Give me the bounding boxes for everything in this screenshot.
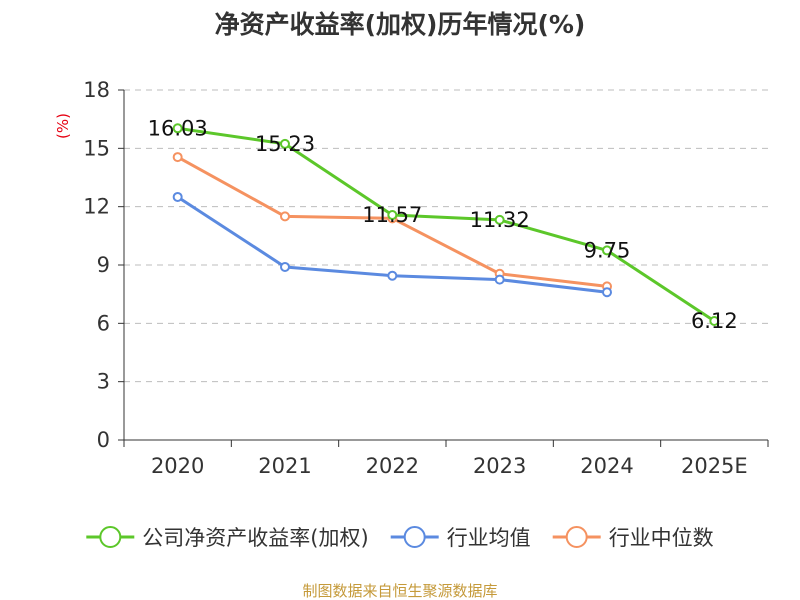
x-tick-label: 2021 <box>258 454 311 478</box>
legend-label: 行业均值 <box>447 526 531 550</box>
y-tick-label: 18 <box>83 78 110 102</box>
data-point <box>494 214 505 225</box>
legend-marker-icon <box>403 526 426 548</box>
gridlines <box>124 89 768 383</box>
series-line <box>177 126 716 323</box>
series-lines <box>172 123 720 326</box>
legend-marker-icon <box>565 526 588 548</box>
y-tick-label: 0 <box>97 428 110 452</box>
x-tick-label: 2024 <box>580 454 633 478</box>
data-point <box>602 287 612 298</box>
legend-item-2[interactable]: 行业中位数 <box>552 526 714 550</box>
y-axis-unit-label: (%) <box>54 113 72 139</box>
source-note: 制图数据来自恒生聚源数据库 <box>302 582 497 600</box>
legend-item-1[interactable]: 行业均值 <box>390 526 531 550</box>
data-point <box>709 316 720 326</box>
data-point <box>172 152 183 163</box>
y-tick-label: 3 <box>97 370 110 394</box>
series-0 <box>172 123 720 326</box>
legend: 公司净资产收益率(加权) 行业均值 行业中位数 <box>86 526 714 550</box>
legend-label: 行业中位数 <box>609 526 714 550</box>
legend-label: 公司净资产收益率(加权) <box>142 526 368 550</box>
x-tick-label: 2025E <box>681 454 748 478</box>
data-labels: 16.03 15.23 11.57 11.32 9.75 6.12 <box>148 116 738 333</box>
data-point <box>172 123 183 134</box>
legend-item-0[interactable]: 公司净资产收益率(加权) <box>86 526 369 550</box>
data-label: 6.12 <box>691 309 738 333</box>
data-point <box>280 211 290 222</box>
data-point <box>280 138 290 149</box>
x-axis-ticks: 2020 2021 2022 2023 2024 2025E <box>123 440 769 478</box>
data-point <box>494 274 505 285</box>
y-tick-label: 9 <box>97 253 110 277</box>
chart-title: 净资产收益率(加权)历年情况(%) <box>215 10 586 39</box>
data-point <box>387 270 398 281</box>
x-tick-label: 2023 <box>473 454 526 478</box>
data-point <box>602 245 612 256</box>
x-tick-label: 2022 <box>366 454 419 478</box>
x-tick-label: 2020 <box>151 454 204 478</box>
data-label: 16.03 <box>148 116 208 140</box>
data-point <box>172 191 183 202</box>
data-label: 9.75 <box>584 238 631 262</box>
data-label: 11.32 <box>470 208 530 232</box>
data-label: 11.57 <box>362 203 422 227</box>
data-point <box>280 261 290 272</box>
y-axis-ticks: 0 3 6 9 12 15 18 <box>83 78 124 452</box>
y-tick-label: 6 <box>97 311 110 335</box>
data-label: 15.23 <box>255 132 315 156</box>
legend-marker-icon <box>99 526 122 548</box>
y-tick-label: 15 <box>83 136 110 160</box>
series-1 <box>172 191 612 298</box>
y-tick-label: 12 <box>83 195 110 219</box>
data-point <box>387 210 398 221</box>
